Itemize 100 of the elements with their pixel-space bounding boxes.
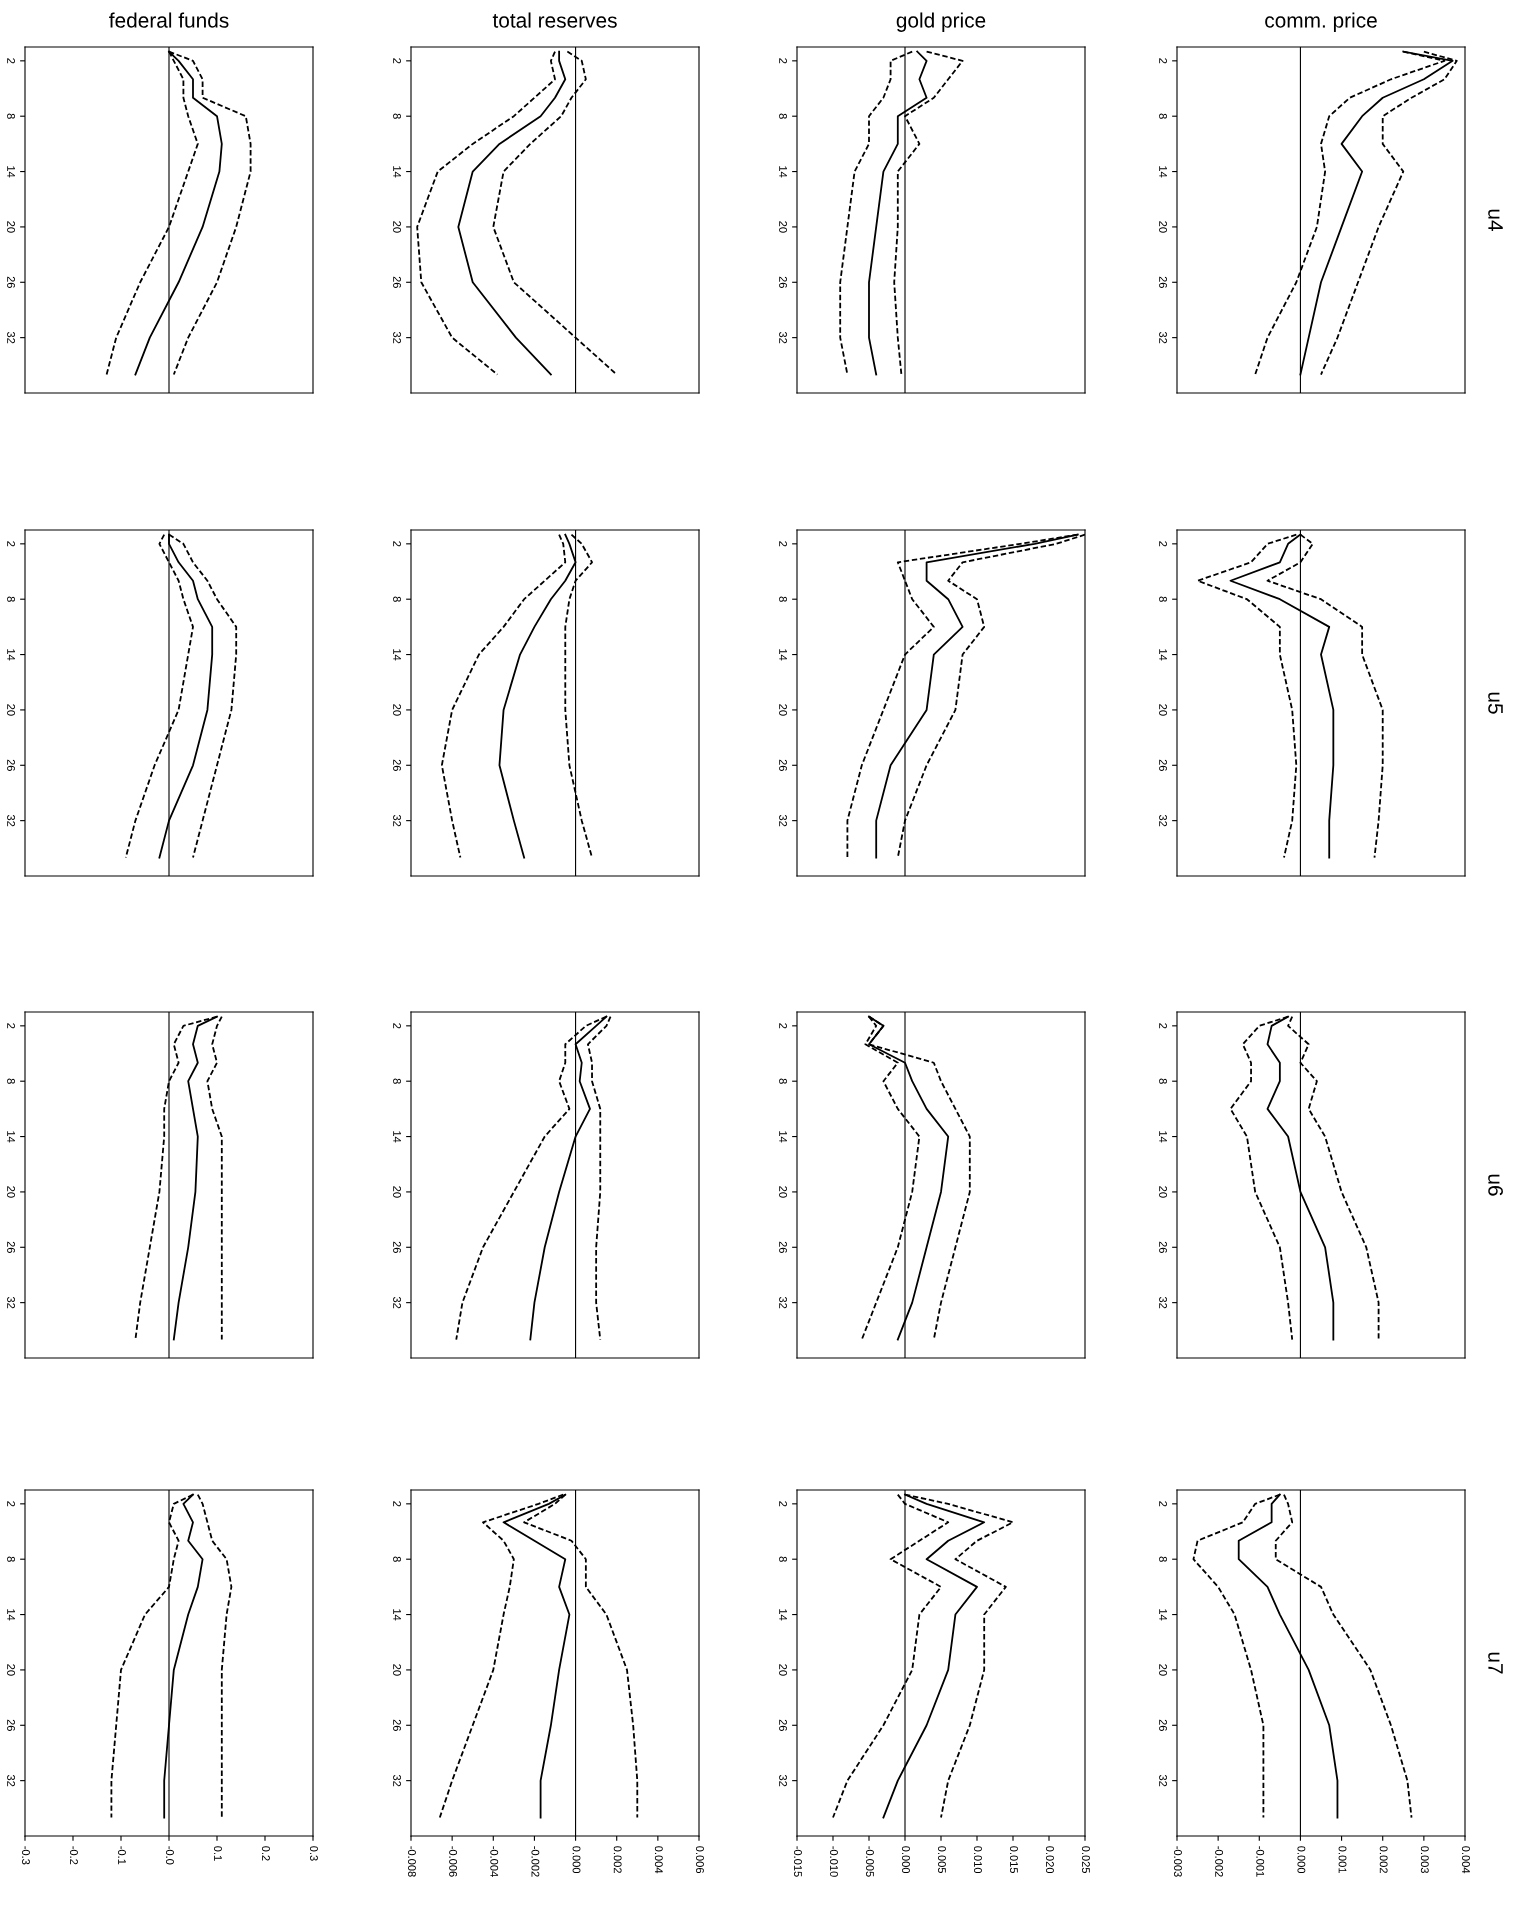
x-tick-label: 0.006 [696,1846,704,1874]
y-tick-label: 2 [393,541,401,547]
y-tick-label: 32 [1159,331,1167,344]
x-tick-label: 0.010 [974,1846,982,1874]
y-tick-label: 8 [1159,113,1167,119]
y-tick-label: 26 [1159,1241,1167,1253]
x-tick-label: 0.000 [902,1846,910,1874]
y-tick-label: 32 [393,1774,401,1787]
y-tick-label: 8 [1159,1078,1167,1084]
text: u6 [1488,1174,1503,1196]
y-tick-label: 2 [7,1501,15,1507]
y-tick-label: 8 [393,113,401,119]
y-tick-label: 2 [393,58,401,64]
y-tick-label: 8 [779,1078,787,1084]
x-tick-label: 0.001 [1338,1846,1347,1873]
y-tick-label: 2 [779,1501,787,1507]
y-tick-label: 26 [1159,276,1167,288]
y-tick-label: 2 [779,58,787,64]
y-tick-label: 8 [393,596,401,602]
y-tick-label: 2 [1159,1023,1167,1029]
x-tick-label: 0.002 [1379,1846,1388,1873]
y-tick-label: 32 [779,331,787,344]
x-tick-label: 0.020 [1046,1846,1054,1874]
y-tick-label: 8 [393,1078,401,1084]
y-tick-label: 32 [779,1774,787,1787]
y-tick-label: 26 [393,276,401,288]
x-tick-label: 0.025 [1082,1846,1090,1874]
x-tick-label: -0.005 [866,1846,874,1877]
x-tick-label: -0.008 [408,1846,416,1877]
x-tick-label: 0.000 [572,1846,581,1874]
x-tick-label: -0.006 [449,1846,458,1877]
y-tick-label: 26 [1159,1719,1167,1731]
y-tick-label: 14 [779,649,787,661]
y-tick-label: 26 [393,1241,401,1253]
y-tick-label: 14 [1159,649,1167,661]
y-tick-label: 26 [779,1719,787,1731]
y-tick-label: 20 [7,1186,15,1198]
y-tick-label: 14 [1159,1131,1167,1143]
y-tick-label: 14 [1159,166,1167,178]
y-tick-label: 20 [7,704,15,716]
y-tick-label: 32 [779,814,787,827]
x-tick-label: 0.015 [1010,1846,1018,1874]
y-tick-label: 20 [1159,221,1167,233]
y-tick-label: 32 [1159,1774,1167,1787]
y-tick-label: 2 [779,1023,787,1029]
y-tick-label: 20 [1159,704,1167,716]
y-tick-label: 14 [779,166,787,178]
x-tick-label: -0.002 [531,1846,540,1877]
y-tick-label: 20 [1159,1664,1167,1676]
x-tick-label: 0.002 [613,1846,622,1873]
chart-title: total reserves [492,12,617,28]
y-tick-label: 2 [7,1023,15,1029]
chart-title: comm. price [1265,12,1377,32]
chart-title: federal funds [109,12,229,28]
y-tick-label: 26 [779,276,787,288]
y-tick-label: 14 [393,1609,401,1621]
x-tick-label: -0.2 [70,1846,78,1865]
x-tick-label: -0.015 [794,1846,802,1877]
y-tick-label: 26 [7,1719,15,1731]
y-tick-label: 26 [1159,759,1167,771]
y-tick-label: 14 [779,1131,787,1143]
y-tick-label: 2 [1159,1501,1167,1507]
y-tick-label: 14 [7,1609,15,1621]
y-tick-label: 26 [7,1241,15,1253]
y-tick-label: 2 [1159,541,1167,547]
x-tick-label: -0.1 [118,1846,126,1865]
y-tick-label: 32 [7,1296,15,1309]
y-tick-label: 14 [393,166,401,178]
y-tick-label: 20 [393,704,401,716]
x-tick-label: 0.004 [654,1846,663,1874]
y-tick-label: 14 [7,166,15,178]
y-tick-label: 26 [7,759,15,771]
x-tick-label: -0.001 [1256,1846,1265,1877]
y-tick-label: 8 [7,1078,15,1084]
y-tick-label: 26 [779,1241,787,1253]
x-tick-label: 0.2 [262,1846,270,1861]
y-tick-label: 32 [393,814,401,827]
y-tick-label: 20 [1159,1186,1167,1198]
y-tick-label: 20 [779,1664,787,1676]
y-tick-label: 2 [393,1501,401,1507]
y-tick-label: 2 [779,541,787,547]
y-tick-label: 32 [7,814,15,827]
y-tick-label: 14 [7,1131,15,1143]
x-tick-label: 0.004 [1462,1846,1470,1874]
y-tick-label: 20 [779,221,787,233]
y-tick-label: 32 [1159,814,1167,827]
x-tick-label: 0.005 [938,1846,946,1874]
y-tick-label: 26 [779,759,787,771]
x-tick-label: 0.3 [310,1846,318,1861]
y-tick-label: 2 [7,541,15,547]
y-tick-label: 20 [779,704,787,716]
y-tick-label: 32 [393,1296,401,1309]
x-tick-label: -0.002 [1215,1846,1224,1877]
y-tick-label: 8 [1159,596,1167,602]
y-tick-label: 2 [7,58,15,64]
y-tick-label: 32 [393,331,401,344]
y-tick-label: 26 [7,276,15,288]
y-tick-label: 26 [393,1719,401,1731]
y-tick-label: 2 [1159,58,1167,64]
y-tick-label: 14 [779,1609,787,1621]
